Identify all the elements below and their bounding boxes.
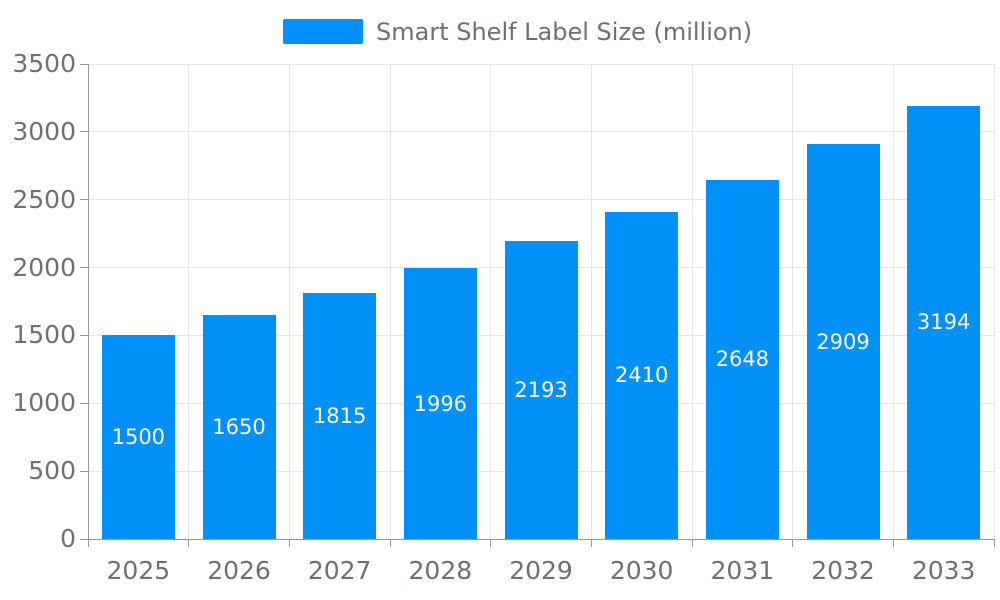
x-axis-label-2030: 2030 — [609, 556, 674, 585]
bar-value-label: 1500 — [111, 425, 166, 450]
gridline-vertical — [691, 64, 693, 539]
y-axis-label: 3000 — [12, 116, 76, 146]
x-axis-tick — [691, 539, 693, 547]
bar-value-label: 2909 — [816, 329, 870, 354]
x-axis-label-2029: 2029 — [509, 556, 573, 585]
y-axis-label: 3500 — [12, 49, 76, 78]
bar-2032[interactable] — [806, 144, 880, 539]
legend-label: Smart Shelf Label Size (million) — [376, 17, 753, 46]
legend-swatch — [283, 19, 363, 44]
x-axis-tick — [993, 539, 995, 547]
gridline-horizontal — [88, 63, 994, 65]
x-axis-label-2025: 2025 — [106, 556, 171, 585]
x-axis-label-2028: 2028 — [408, 556, 473, 585]
y-axis-label: 1500 — [12, 320, 76, 350]
y-axis-label: 0 — [60, 524, 76, 553]
bar-value-label: 1996 — [413, 391, 468, 416]
x-axis-label-2033: 2033 — [911, 556, 976, 585]
y-axis-tick — [80, 267, 88, 269]
x-axis-line — [88, 538, 994, 540]
gridline-vertical — [188, 64, 190, 539]
bar-2033[interactable] — [907, 105, 981, 539]
y-axis-tick — [80, 334, 88, 336]
y-axis-tick — [80, 199, 88, 201]
bar-value-label: 2410 — [614, 363, 669, 388]
bar-value-label: 3194 — [916, 310, 971, 335]
y-axis-label: 1000 — [12, 388, 76, 418]
y-axis-line — [87, 64, 89, 539]
bar-2026[interactable] — [202, 315, 276, 539]
bar-value-label: 2648 — [715, 347, 770, 372]
bar-2027[interactable] — [303, 292, 377, 539]
x-axis-tick — [288, 539, 290, 547]
gridline-vertical — [993, 64, 995, 539]
y-axis-tick — [80, 538, 88, 540]
bar-2031[interactable] — [705, 179, 779, 539]
x-axis-label-2032: 2032 — [811, 556, 875, 585]
x-axis-label-2031: 2031 — [710, 556, 775, 585]
x-axis-tick — [892, 539, 894, 547]
x-axis-tick — [590, 539, 592, 547]
legend-item[interactable]: Smart Shelf Label Size (million) — [283, 17, 753, 46]
y-axis-tick — [80, 402, 88, 404]
bar-value-label: 2193 — [514, 378, 568, 403]
x-axis-tick — [490, 539, 492, 547]
x-axis-tick — [792, 539, 794, 547]
gridline-horizontal — [88, 199, 994, 201]
bar-value-label: 1815 — [312, 403, 367, 428]
y-axis-tick — [80, 63, 88, 65]
gridline-vertical — [490, 64, 492, 539]
gridline-vertical — [792, 64, 794, 539]
y-axis-label: 500 — [28, 456, 76, 486]
gridline-vertical — [389, 64, 391, 539]
bar-2025[interactable] — [101, 335, 175, 539]
x-axis-tick — [389, 539, 391, 547]
gridline-vertical — [288, 64, 290, 539]
bar-2028[interactable] — [403, 268, 477, 539]
y-axis-label: 2000 — [12, 252, 76, 282]
gridline-horizontal — [88, 131, 994, 133]
y-axis-tick — [80, 131, 88, 133]
y-axis-label: 2500 — [12, 184, 76, 214]
x-axis-label-2026: 2026 — [207, 556, 271, 585]
gridline-vertical — [892, 64, 894, 539]
x-axis-label-2027: 2027 — [307, 556, 372, 585]
bar-2029[interactable] — [504, 241, 578, 539]
gridline-vertical — [590, 64, 592, 539]
bar-2030[interactable] — [605, 211, 679, 539]
bar-value-label: 1650 — [212, 415, 266, 440]
x-axis-tick — [188, 539, 190, 547]
y-axis-tick — [80, 470, 88, 472]
x-axis-tick — [87, 539, 89, 547]
